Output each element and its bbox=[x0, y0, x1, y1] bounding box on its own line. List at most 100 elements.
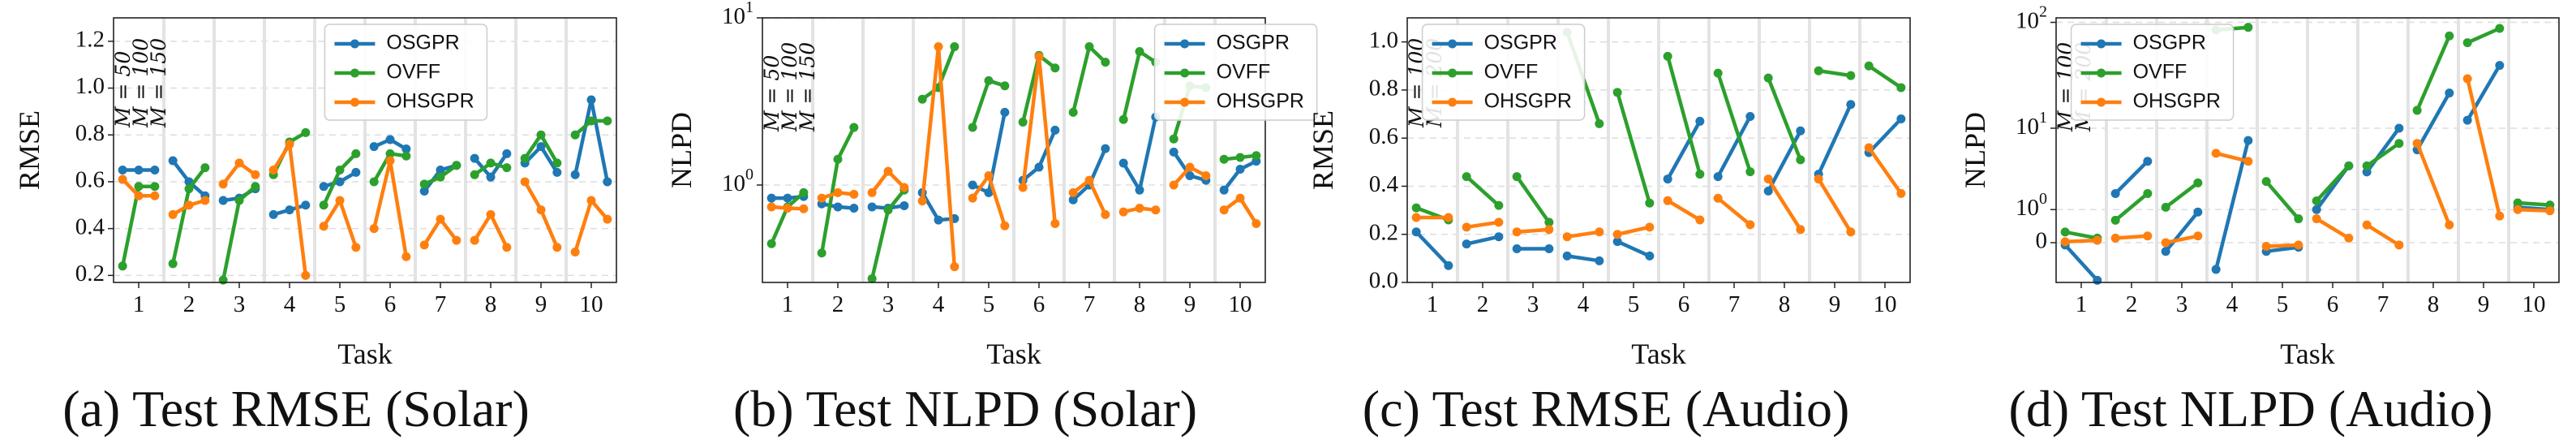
y-tick-label: 102 bbox=[2016, 2, 2047, 33]
legend-label-ohsgpr: OHSGPR bbox=[1217, 90, 1304, 113]
data-point-ohsgpr bbox=[1169, 180, 1179, 190]
data-point-osgpr bbox=[268, 209, 278, 219]
y-tick-label: 100 bbox=[2016, 190, 2047, 221]
data-point-osgpr bbox=[385, 135, 395, 144]
series-line-osgpr bbox=[2365, 127, 2401, 174]
x-tick-label: 4 bbox=[2226, 291, 2239, 317]
data-point-osgpr bbox=[401, 144, 411, 154]
x-tick-label: 2 bbox=[183, 291, 195, 317]
series-line-ovff bbox=[1818, 68, 1852, 78]
data-point-ohsgpr bbox=[502, 243, 512, 252]
data-point-ovff bbox=[502, 163, 512, 173]
data-point-ovff bbox=[2495, 24, 2505, 33]
data-point-osgpr bbox=[1118, 158, 1128, 168]
x-tick-label: 9 bbox=[1184, 291, 1196, 317]
data-point-osgpr bbox=[1763, 186, 1773, 196]
x-tick-label: 3 bbox=[1527, 291, 1539, 317]
data-point-osgpr bbox=[934, 215, 943, 225]
series-line-ovff bbox=[1071, 45, 1107, 113]
data-point-osgpr bbox=[351, 167, 361, 177]
series-line-ohsgpr bbox=[1867, 146, 1903, 195]
data-point-ohsgpr bbox=[251, 170, 260, 179]
y-axis-label: NLPD bbox=[665, 112, 698, 188]
axes-frame bbox=[762, 17, 1266, 283]
data-point-osgpr bbox=[1846, 100, 1856, 110]
data-point-ohsgpr bbox=[2060, 237, 2070, 247]
data-point-ohsgpr bbox=[1663, 196, 1672, 205]
data-point-osgpr bbox=[1663, 174, 1672, 184]
data-point-ovff bbox=[1101, 58, 1110, 67]
data-point-ohsgpr bbox=[1745, 220, 1755, 230]
series-line-ohsgpr bbox=[2065, 238, 2097, 244]
data-point-osgpr bbox=[1796, 126, 1805, 136]
series-line-osgpr bbox=[1071, 148, 1107, 201]
data-point-ohsgpr bbox=[1612, 230, 1622, 239]
data-point-ohsgpr bbox=[1118, 207, 1128, 217]
series-line-ovff bbox=[2467, 26, 2501, 45]
data-point-ovff bbox=[436, 172, 445, 182]
data-point-ohsgpr bbox=[385, 156, 395, 166]
data-point-ovff bbox=[2110, 215, 2120, 225]
data-point-ovff bbox=[1411, 203, 1421, 213]
series-line-osgpr bbox=[1767, 130, 1802, 192]
data-point-ohsgpr bbox=[134, 191, 144, 200]
data-point-ovff bbox=[150, 182, 160, 192]
data-point-ovff bbox=[1896, 83, 1906, 93]
data-point-ovff bbox=[1595, 118, 1604, 128]
series-line-ohsgpr bbox=[1616, 225, 1651, 236]
series-line-ohsgpr bbox=[1767, 178, 1802, 231]
data-point-ohsgpr bbox=[968, 193, 977, 203]
x-tick-label: 8 bbox=[485, 291, 497, 317]
data-point-osgpr bbox=[1612, 237, 1622, 247]
data-point-osgpr bbox=[867, 202, 877, 212]
data-point-ovff bbox=[319, 200, 328, 210]
data-point-osgpr bbox=[984, 187, 994, 197]
data-point-ohsgpr bbox=[1084, 175, 1094, 185]
legend-marker-ovff bbox=[2097, 68, 2106, 78]
data-point-ovff bbox=[134, 182, 144, 192]
legend-label-ovff: OVFF bbox=[2133, 61, 2187, 84]
data-point-ohsgpr bbox=[1000, 221, 1010, 230]
data-point-osgpr bbox=[502, 149, 512, 158]
m-annotation: M = 100 bbox=[778, 42, 801, 132]
x-tick-label: 8 bbox=[1779, 291, 1791, 317]
series-line-ohsgpr bbox=[1817, 178, 1853, 233]
legend-label-osgpr: OSGPR bbox=[2133, 32, 2206, 54]
data-point-ovff bbox=[520, 153, 530, 163]
series-line-osgpr bbox=[1666, 120, 1702, 180]
x-tick-label: 1 bbox=[133, 291, 145, 317]
y-axis-label: NLPD bbox=[1959, 112, 1991, 188]
data-point-ohsgpr bbox=[168, 209, 178, 219]
data-point-ovff bbox=[1068, 107, 1078, 117]
x-tick-label: 2 bbox=[1477, 291, 1489, 317]
data-point-osgpr bbox=[285, 205, 294, 215]
x-tick-label: 1 bbox=[2076, 291, 2088, 317]
x-tick-label: 5 bbox=[983, 291, 995, 317]
x-tick-label: 10 bbox=[580, 291, 603, 317]
legend: OSGPR OVFF OHSGPR bbox=[1421, 24, 1586, 121]
legend-box bbox=[2070, 24, 2235, 121]
data-point-ovff bbox=[1612, 88, 1622, 97]
data-point-ohsgpr bbox=[218, 179, 228, 189]
data-point-ohsgpr bbox=[335, 196, 345, 205]
legend-label-ohsgpr: OHSGPR bbox=[2133, 90, 2221, 113]
data-point-osgpr bbox=[2243, 136, 2253, 145]
data-point-ovff bbox=[833, 154, 843, 164]
data-point-ohsgpr bbox=[2362, 220, 2372, 230]
data-point-ohsgpr bbox=[950, 262, 960, 272]
series-line-ovff bbox=[1122, 50, 1157, 120]
legend-marker-ovff bbox=[1448, 68, 1458, 78]
data-point-ovff bbox=[1796, 155, 1805, 165]
legend-marker-osgpr bbox=[1448, 39, 1458, 49]
data-point-ohsgpr bbox=[849, 189, 859, 199]
data-point-ovff bbox=[968, 123, 977, 132]
data-point-ohsgpr bbox=[2211, 149, 2221, 158]
legend-label-ohsgpr: OHSGPR bbox=[1484, 90, 1572, 113]
data-point-ovff bbox=[849, 123, 859, 132]
y-tick-label: 0.0 bbox=[1369, 268, 1398, 294]
data-point-osgpr bbox=[1235, 164, 1245, 174]
data-point-ovff bbox=[552, 158, 562, 168]
data-point-ohsgpr bbox=[883, 166, 893, 176]
y-tick-label: 1.0 bbox=[75, 73, 105, 99]
